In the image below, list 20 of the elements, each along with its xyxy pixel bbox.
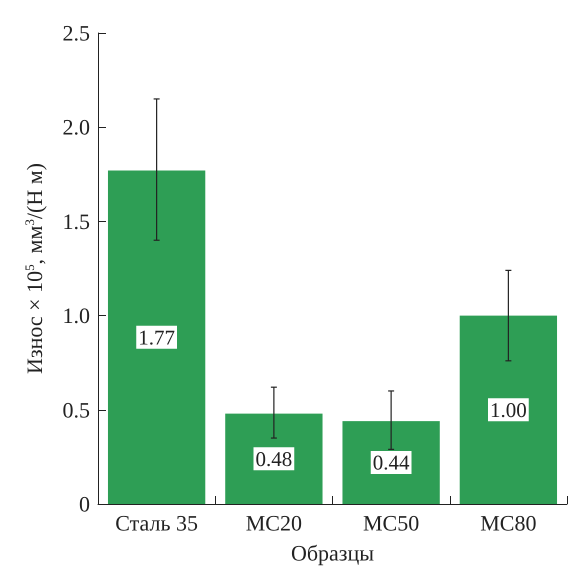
bar — [342, 421, 440, 504]
data-label: 0.44 — [372, 450, 410, 475]
x-tick-label: МС20 — [246, 510, 302, 536]
x-tick-label: МС50 — [363, 510, 420, 536]
bar — [225, 414, 323, 504]
data-label: 1.77 — [138, 325, 175, 350]
data-label: 0.48 — [256, 446, 292, 471]
y-tick-label: 1.0 — [62, 303, 90, 328]
y-tick-label: 0 — [79, 492, 90, 516]
x-axis-title: Образцы — [290, 540, 374, 566]
y-tick-label: 0.5 — [62, 397, 90, 422]
x-tick-label: МС80 — [480, 510, 536, 536]
y-axis-title: Износ × 105, мм3/(Н м) — [22, 163, 47, 374]
bar — [460, 316, 558, 504]
x-tick-label: Сталь 35 — [115, 510, 198, 536]
y-tick-label: 2.0 — [62, 114, 90, 140]
y-tick-label: 1.5 — [62, 208, 90, 234]
bar — [108, 170, 206, 504]
y-tick-label: 2.5 — [62, 20, 90, 46]
data-label: 1.00 — [490, 398, 527, 422]
